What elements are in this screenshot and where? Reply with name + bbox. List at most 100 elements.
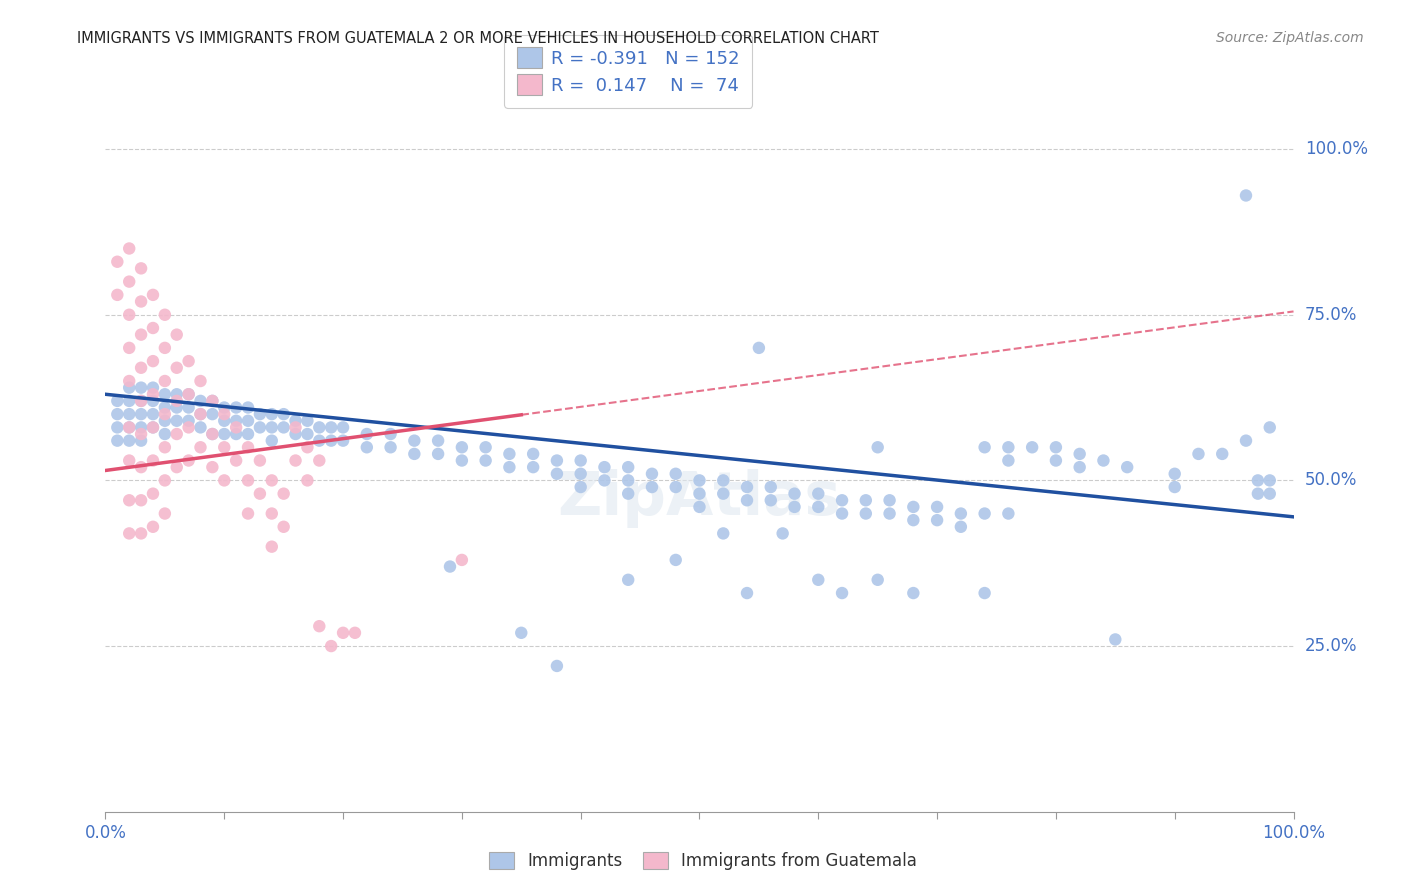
Point bbox=[759, 493, 782, 508]
Point bbox=[380, 440, 402, 454]
Point bbox=[129, 393, 152, 408]
Point bbox=[201, 393, 224, 408]
Point bbox=[1258, 486, 1281, 500]
Point bbox=[1045, 453, 1067, 467]
Point bbox=[260, 407, 283, 421]
Point bbox=[214, 440, 236, 454]
Point bbox=[1258, 474, 1281, 488]
Point bbox=[129, 493, 152, 508]
Point bbox=[142, 407, 165, 421]
Point bbox=[166, 427, 188, 442]
Point bbox=[569, 453, 592, 467]
Point bbox=[748, 341, 770, 355]
Point bbox=[866, 440, 889, 454]
Point bbox=[190, 393, 212, 408]
Point bbox=[593, 474, 616, 488]
Point bbox=[1021, 440, 1043, 454]
Point bbox=[201, 427, 224, 442]
Point bbox=[332, 420, 354, 434]
Point bbox=[807, 500, 830, 514]
Point bbox=[190, 374, 212, 388]
Point bbox=[273, 407, 295, 421]
Point bbox=[225, 401, 247, 415]
Point bbox=[308, 420, 330, 434]
Point bbox=[1247, 474, 1270, 488]
Point bbox=[153, 387, 176, 401]
Point bbox=[439, 559, 461, 574]
Point bbox=[522, 460, 544, 475]
Point bbox=[236, 401, 259, 415]
Point bbox=[1092, 453, 1115, 467]
Legend: R = -0.391   N = 152, R =  0.147    N =  74: R = -0.391 N = 152, R = 0.147 N = 74 bbox=[505, 35, 752, 108]
Point bbox=[641, 467, 664, 481]
Point bbox=[284, 420, 307, 434]
Point bbox=[201, 460, 224, 475]
Point bbox=[807, 573, 830, 587]
Point bbox=[284, 427, 307, 442]
Point bbox=[129, 434, 152, 448]
Point bbox=[142, 453, 165, 467]
Point bbox=[190, 420, 212, 434]
Point bbox=[522, 447, 544, 461]
Point bbox=[153, 401, 176, 415]
Point bbox=[118, 420, 141, 434]
Point bbox=[118, 242, 141, 256]
Point bbox=[129, 327, 152, 342]
Point bbox=[474, 440, 496, 454]
Point bbox=[1116, 460, 1139, 475]
Point bbox=[735, 480, 758, 494]
Text: 100.0%: 100.0% bbox=[1305, 140, 1368, 158]
Point bbox=[711, 474, 734, 488]
Point bbox=[129, 427, 152, 442]
Point bbox=[284, 414, 307, 428]
Point bbox=[297, 414, 319, 428]
Point bbox=[925, 513, 948, 527]
Point bbox=[546, 453, 568, 467]
Point bbox=[997, 453, 1019, 467]
Point bbox=[260, 420, 283, 434]
Point bbox=[1247, 486, 1270, 500]
Point bbox=[356, 440, 378, 454]
Point bbox=[236, 427, 259, 442]
Point bbox=[177, 401, 200, 415]
Point bbox=[142, 288, 165, 302]
Point bbox=[297, 427, 319, 442]
Point bbox=[129, 294, 152, 309]
Point bbox=[118, 493, 141, 508]
Point bbox=[129, 526, 152, 541]
Point bbox=[903, 586, 925, 600]
Point bbox=[404, 434, 426, 448]
Point bbox=[142, 354, 165, 368]
Point bbox=[273, 520, 295, 534]
Point bbox=[249, 407, 271, 421]
Point bbox=[118, 341, 141, 355]
Point bbox=[153, 407, 176, 421]
Point bbox=[474, 453, 496, 467]
Point bbox=[973, 586, 995, 600]
Point bbox=[866, 573, 889, 587]
Point bbox=[129, 360, 152, 375]
Point bbox=[201, 393, 224, 408]
Point bbox=[214, 401, 236, 415]
Point bbox=[273, 486, 295, 500]
Point bbox=[177, 354, 200, 368]
Point bbox=[973, 507, 995, 521]
Point bbox=[153, 507, 176, 521]
Point bbox=[129, 407, 152, 421]
Point bbox=[949, 520, 972, 534]
Point bbox=[807, 486, 830, 500]
Point bbox=[105, 434, 128, 448]
Text: Source: ZipAtlas.com: Source: ZipAtlas.com bbox=[1216, 31, 1364, 45]
Point bbox=[321, 434, 343, 448]
Point bbox=[142, 321, 165, 335]
Point bbox=[735, 493, 758, 508]
Point bbox=[308, 434, 330, 448]
Point bbox=[879, 507, 901, 521]
Point bbox=[129, 460, 152, 475]
Point bbox=[118, 407, 141, 421]
Point bbox=[783, 500, 806, 514]
Point bbox=[236, 414, 259, 428]
Point bbox=[166, 360, 188, 375]
Point bbox=[190, 440, 212, 454]
Point bbox=[214, 407, 236, 421]
